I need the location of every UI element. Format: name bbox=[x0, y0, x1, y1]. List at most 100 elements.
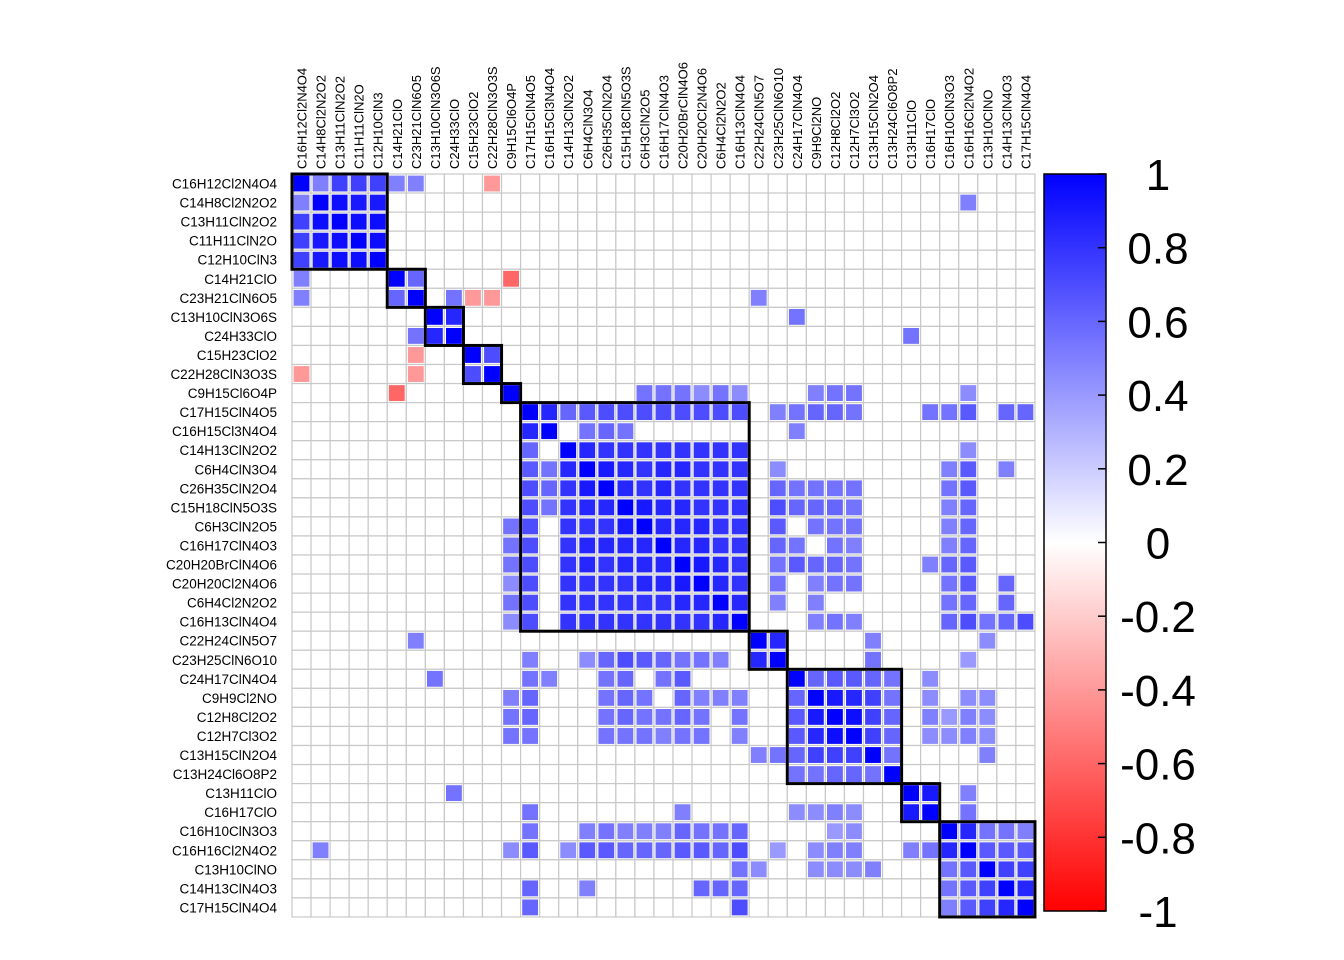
heatmap-cell bbox=[462, 744, 484, 766]
heatmap-cell bbox=[786, 782, 807, 804]
heatmap-cell bbox=[748, 802, 769, 823]
column-label: C13H10ClN3O6S bbox=[428, 66, 443, 169]
heatmap-cell bbox=[939, 668, 960, 689]
heatmap-value-square bbox=[960, 537, 977, 554]
heatmap-value-square bbox=[655, 594, 672, 611]
heatmap-cell bbox=[920, 630, 941, 651]
heatmap-value-square bbox=[522, 880, 539, 897]
heatmap-value-square bbox=[674, 556, 691, 573]
row-label: C20H20Cl2N4O6 bbox=[172, 577, 277, 592]
row-label: C22H24ClN5O7 bbox=[179, 634, 277, 649]
heatmap-cell bbox=[558, 287, 579, 308]
heatmap-cell bbox=[424, 782, 446, 804]
heatmap-value-square bbox=[1017, 823, 1034, 840]
heatmap-value-square bbox=[522, 804, 539, 821]
heatmap-cell bbox=[824, 440, 846, 461]
heatmap-cell bbox=[691, 306, 712, 328]
heatmap-cell bbox=[462, 268, 484, 289]
heatmap-cell bbox=[462, 516, 484, 537]
heatmap-value-square bbox=[579, 537, 596, 554]
heatmap-cell bbox=[481, 630, 503, 651]
heatmap-cell bbox=[462, 592, 484, 613]
heatmap-cell bbox=[310, 802, 331, 823]
heatmap-cell bbox=[558, 649, 579, 670]
heatmap-value-square bbox=[731, 823, 748, 840]
heatmap-value-square bbox=[693, 461, 710, 478]
heatmap-cell bbox=[691, 268, 712, 289]
heatmap-value-square bbox=[807, 480, 824, 497]
heatmap-cell bbox=[977, 459, 998, 480]
heatmap-cell bbox=[939, 192, 960, 213]
heatmap-cell bbox=[748, 497, 769, 518]
heatmap-cell bbox=[634, 268, 655, 289]
heatmap-value-square bbox=[655, 823, 672, 840]
heatmap-cell bbox=[977, 802, 998, 823]
column-label: C9H9Cl2NO bbox=[809, 97, 824, 169]
heatmap-cell bbox=[481, 459, 503, 480]
heatmap-value-square bbox=[674, 804, 691, 821]
heatmap-cell bbox=[405, 306, 426, 328]
heatmap-cell bbox=[348, 535, 369, 556]
heatmap-cell bbox=[348, 554, 369, 575]
heatmap-cell bbox=[405, 821, 426, 842]
heatmap-value-square bbox=[788, 709, 805, 725]
heatmap-cell bbox=[996, 268, 1017, 289]
heatmap-cell bbox=[367, 344, 388, 366]
heatmap-value-square bbox=[674, 651, 691, 668]
heatmap-cell bbox=[767, 249, 788, 270]
heatmap-cell bbox=[443, 611, 465, 632]
heatmap-cell bbox=[539, 859, 560, 880]
heatmap-cell bbox=[291, 897, 312, 918]
heatmap-value-square bbox=[769, 461, 786, 478]
row-label: C6H4ClN3O4 bbox=[194, 462, 277, 477]
heatmap-cell bbox=[462, 802, 484, 823]
heatmap-value-square bbox=[617, 823, 634, 840]
heatmap-value-square bbox=[769, 537, 786, 554]
heatmap-cell bbox=[596, 782, 617, 804]
heatmap-cell bbox=[996, 287, 1017, 308]
heatmap-cell bbox=[386, 744, 407, 766]
heatmap-cell bbox=[596, 763, 617, 785]
row-label: C17H15ClN4O5 bbox=[179, 405, 277, 420]
heatmap-cell bbox=[577, 802, 598, 823]
heatmap-cell bbox=[920, 440, 941, 461]
heatmap-cell bbox=[900, 725, 922, 747]
heatmap-cell bbox=[691, 744, 712, 766]
heatmap-cell bbox=[481, 859, 503, 880]
column-label: C13H11ClN2O2 bbox=[333, 76, 348, 169]
heatmap-value-square bbox=[903, 328, 920, 344]
heatmap-value-square bbox=[827, 518, 843, 535]
heatmap-value-square bbox=[769, 518, 786, 535]
column-label: C14H21ClO bbox=[390, 99, 405, 169]
heatmap-value-square bbox=[579, 480, 596, 497]
heatmap-cell bbox=[672, 287, 693, 308]
heatmap-cell bbox=[367, 363, 388, 385]
heatmap-cell bbox=[920, 192, 941, 213]
heatmap-value-square bbox=[827, 670, 843, 687]
heatmap-cell bbox=[443, 859, 465, 880]
heatmap-cell bbox=[405, 668, 426, 689]
heatmap-cell bbox=[1015, 459, 1036, 480]
heatmap-cell bbox=[1015, 268, 1036, 289]
heatmap-cell bbox=[881, 859, 903, 880]
heatmap-cell bbox=[748, 706, 769, 728]
heatmap-value-square bbox=[960, 785, 977, 802]
heatmap-cell bbox=[920, 230, 941, 251]
heatmap-cell bbox=[310, 535, 331, 556]
heatmap-cell bbox=[596, 325, 617, 347]
heatmap-cell bbox=[615, 211, 636, 232]
heatmap-cell bbox=[634, 668, 655, 689]
heatmap-value-square bbox=[807, 861, 824, 878]
heatmap-cell bbox=[786, 897, 807, 918]
heatmap-cell bbox=[386, 897, 407, 918]
heatmap-cell bbox=[900, 649, 922, 670]
heatmap-cell bbox=[881, 840, 903, 861]
heatmap-cell bbox=[539, 325, 560, 347]
heatmap-cell bbox=[348, 592, 369, 613]
heatmap-cell bbox=[539, 230, 560, 251]
heatmap-cell bbox=[1015, 725, 1036, 747]
heatmap-cell bbox=[424, 382, 446, 404]
heatmap-cell bbox=[291, 668, 312, 689]
heatmap-cell bbox=[881, 421, 903, 442]
heatmap-value-square bbox=[674, 689, 691, 706]
